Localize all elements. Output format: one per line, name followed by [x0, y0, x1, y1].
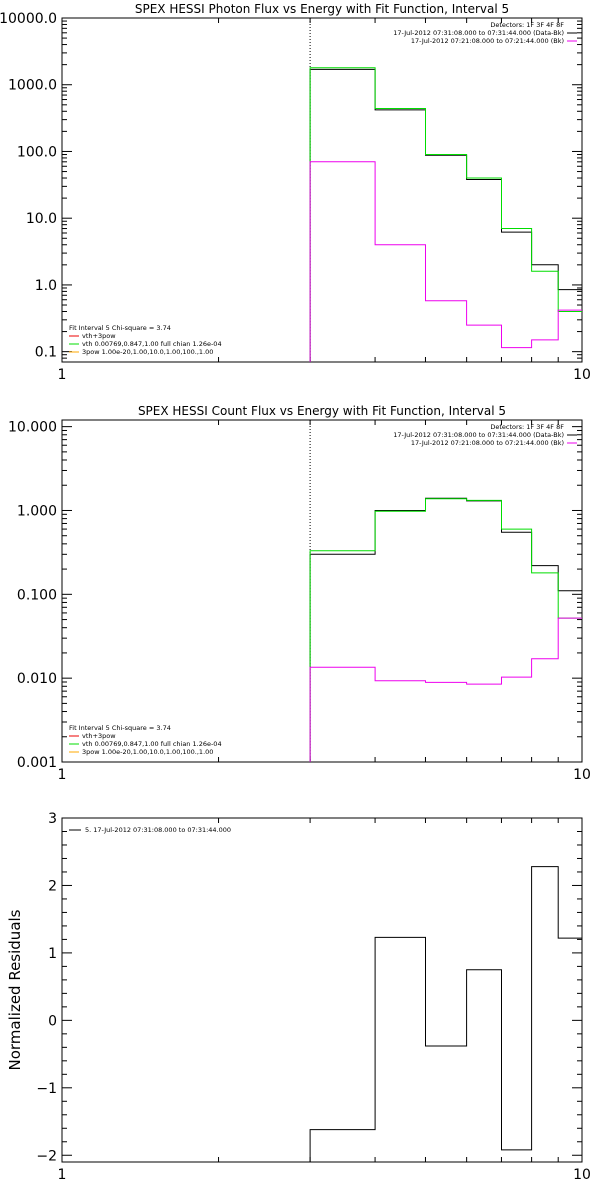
y-tick-label: 10000.0 — [0, 11, 57, 27]
y-tick-label: 1.0 — [35, 278, 57, 294]
legend-entry: vth 0.00769,0.847,1.00 full chian 1.26e-… — [82, 740, 222, 748]
y-tick-label: −1 — [36, 1081, 57, 1097]
header-line: 17-Jul-2012 07:21:08.000 to 07:21:44.000… — [411, 439, 564, 447]
x-tick-label: 1 — [58, 1167, 67, 1183]
chart-title: SPEX HESSI Photon Flux vs Energy with Fi… — [135, 2, 509, 16]
legend-entry: Fit Interval 5 Chi-square = 3.74 — [69, 324, 171, 332]
x-tick-label: 10 — [573, 767, 591, 783]
x-tick-label: 1 — [58, 367, 67, 383]
y-tick-label: 10.000 — [8, 420, 57, 436]
y-axis-label: Normalized Residuals — [6, 909, 24, 1070]
header-line: Detectors: 1F 3F 4F 8F — [490, 21, 564, 29]
header-line: 17-Jul-2012 07:31:08.000 to 07:31:44.000… — [393, 431, 564, 439]
plot-frame — [61, 817, 583, 1163]
legend-entry: Fit Interval 5 Chi-square = 3.74 — [69, 724, 171, 732]
series-line-fit — [309, 498, 582, 762]
x-tick-label: 10 — [573, 367, 591, 383]
series-line-data — [309, 68, 582, 362]
legend-entry: 5. 17-Jul-2012 07:31:08.000 to 07:31:44.… — [85, 826, 231, 834]
y-tick-label: 0.1 — [35, 345, 57, 361]
legend-entry: vth 0.00769,0.847,1.00 full chian 1.26e-… — [82, 340, 222, 348]
header-line: Detectors: 1F 3F 4F 8F — [490, 423, 564, 431]
legend-entry: 3pow 1.00e-20,1.00,10.0,1.00,100.,1.00 — [82, 748, 213, 756]
header-line: 17-Jul-2012 07:21:08.000 to 07:21:44.000… — [411, 37, 564, 45]
header-line: 17-Jul-2012 07:31:08.000 to 07:31:44.000… — [393, 29, 564, 37]
x-tick-label: 10 — [573, 1167, 591, 1183]
legend-entry: 3pow 1.00e-20,1.00,10.0,1.00,100.,1.00 — [82, 348, 213, 356]
chart-panel-2: SPEX HESSI Count Flux vs Energy with Fit… — [8, 404, 591, 783]
chart-title: SPEX HESSI Count Flux vs Energy with Fit… — [138, 404, 506, 418]
y-tick-label: 3 — [48, 811, 57, 827]
chart-panel-1: SPEX HESSI Photon Flux vs Energy with Fi… — [0, 2, 591, 383]
plot-frame — [61, 17, 583, 363]
y-tick-label: 2 — [48, 878, 57, 894]
y-tick-label: 0.001 — [17, 755, 57, 771]
y-tick-label: 0.010 — [17, 671, 57, 687]
y-tick-label: 10.0 — [26, 211, 57, 227]
series-line-residuals — [309, 866, 582, 1162]
legend-entry: vth+3pow — [82, 732, 116, 740]
y-tick-label: 0.100 — [17, 587, 57, 603]
series-line-fit — [309, 67, 582, 362]
legend-entry: vth+3pow — [82, 332, 116, 340]
x-tick-label: 1 — [58, 767, 67, 783]
y-tick-label: 0 — [48, 1013, 57, 1029]
y-tick-label: 100.0 — [17, 144, 57, 160]
y-tick-label: −2 — [36, 1148, 57, 1164]
series-line-background — [309, 617, 582, 762]
series-line-background — [309, 161, 582, 362]
plot-frame — [61, 419, 583, 763]
y-tick-label: 1000.0 — [8, 78, 57, 94]
series-line-data — [309, 497, 582, 762]
y-tick-label: 1.000 — [17, 503, 57, 519]
y-tick-label: 1 — [48, 946, 57, 962]
